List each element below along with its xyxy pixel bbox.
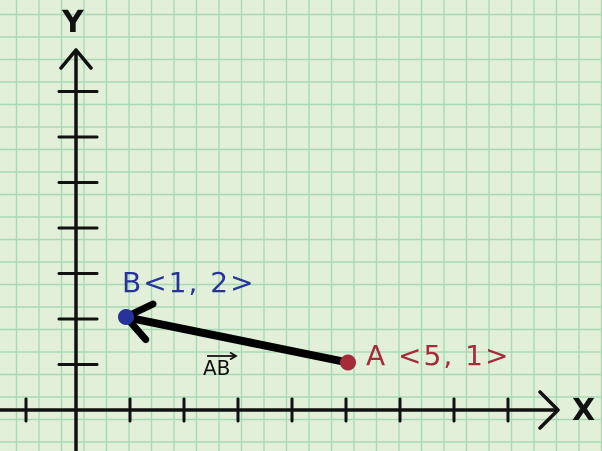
x-axis-label: X xyxy=(572,393,596,428)
vector-ab-text: AB xyxy=(203,356,231,380)
point-a-label: A <5, 1> xyxy=(366,339,511,372)
point-a xyxy=(340,354,356,371)
vector-ab-label: AB xyxy=(203,352,238,380)
axis-ticks xyxy=(24,90,510,423)
y-axis-label: Y xyxy=(62,5,84,40)
point-b xyxy=(118,309,134,325)
vector-arrow-symbol xyxy=(207,352,238,360)
x-axis-arrowhead xyxy=(538,390,560,430)
point-b-label: B<1, 2> xyxy=(122,266,256,299)
vector-ab-arrow xyxy=(126,314,352,367)
y-axis-arrowhead xyxy=(59,48,93,70)
